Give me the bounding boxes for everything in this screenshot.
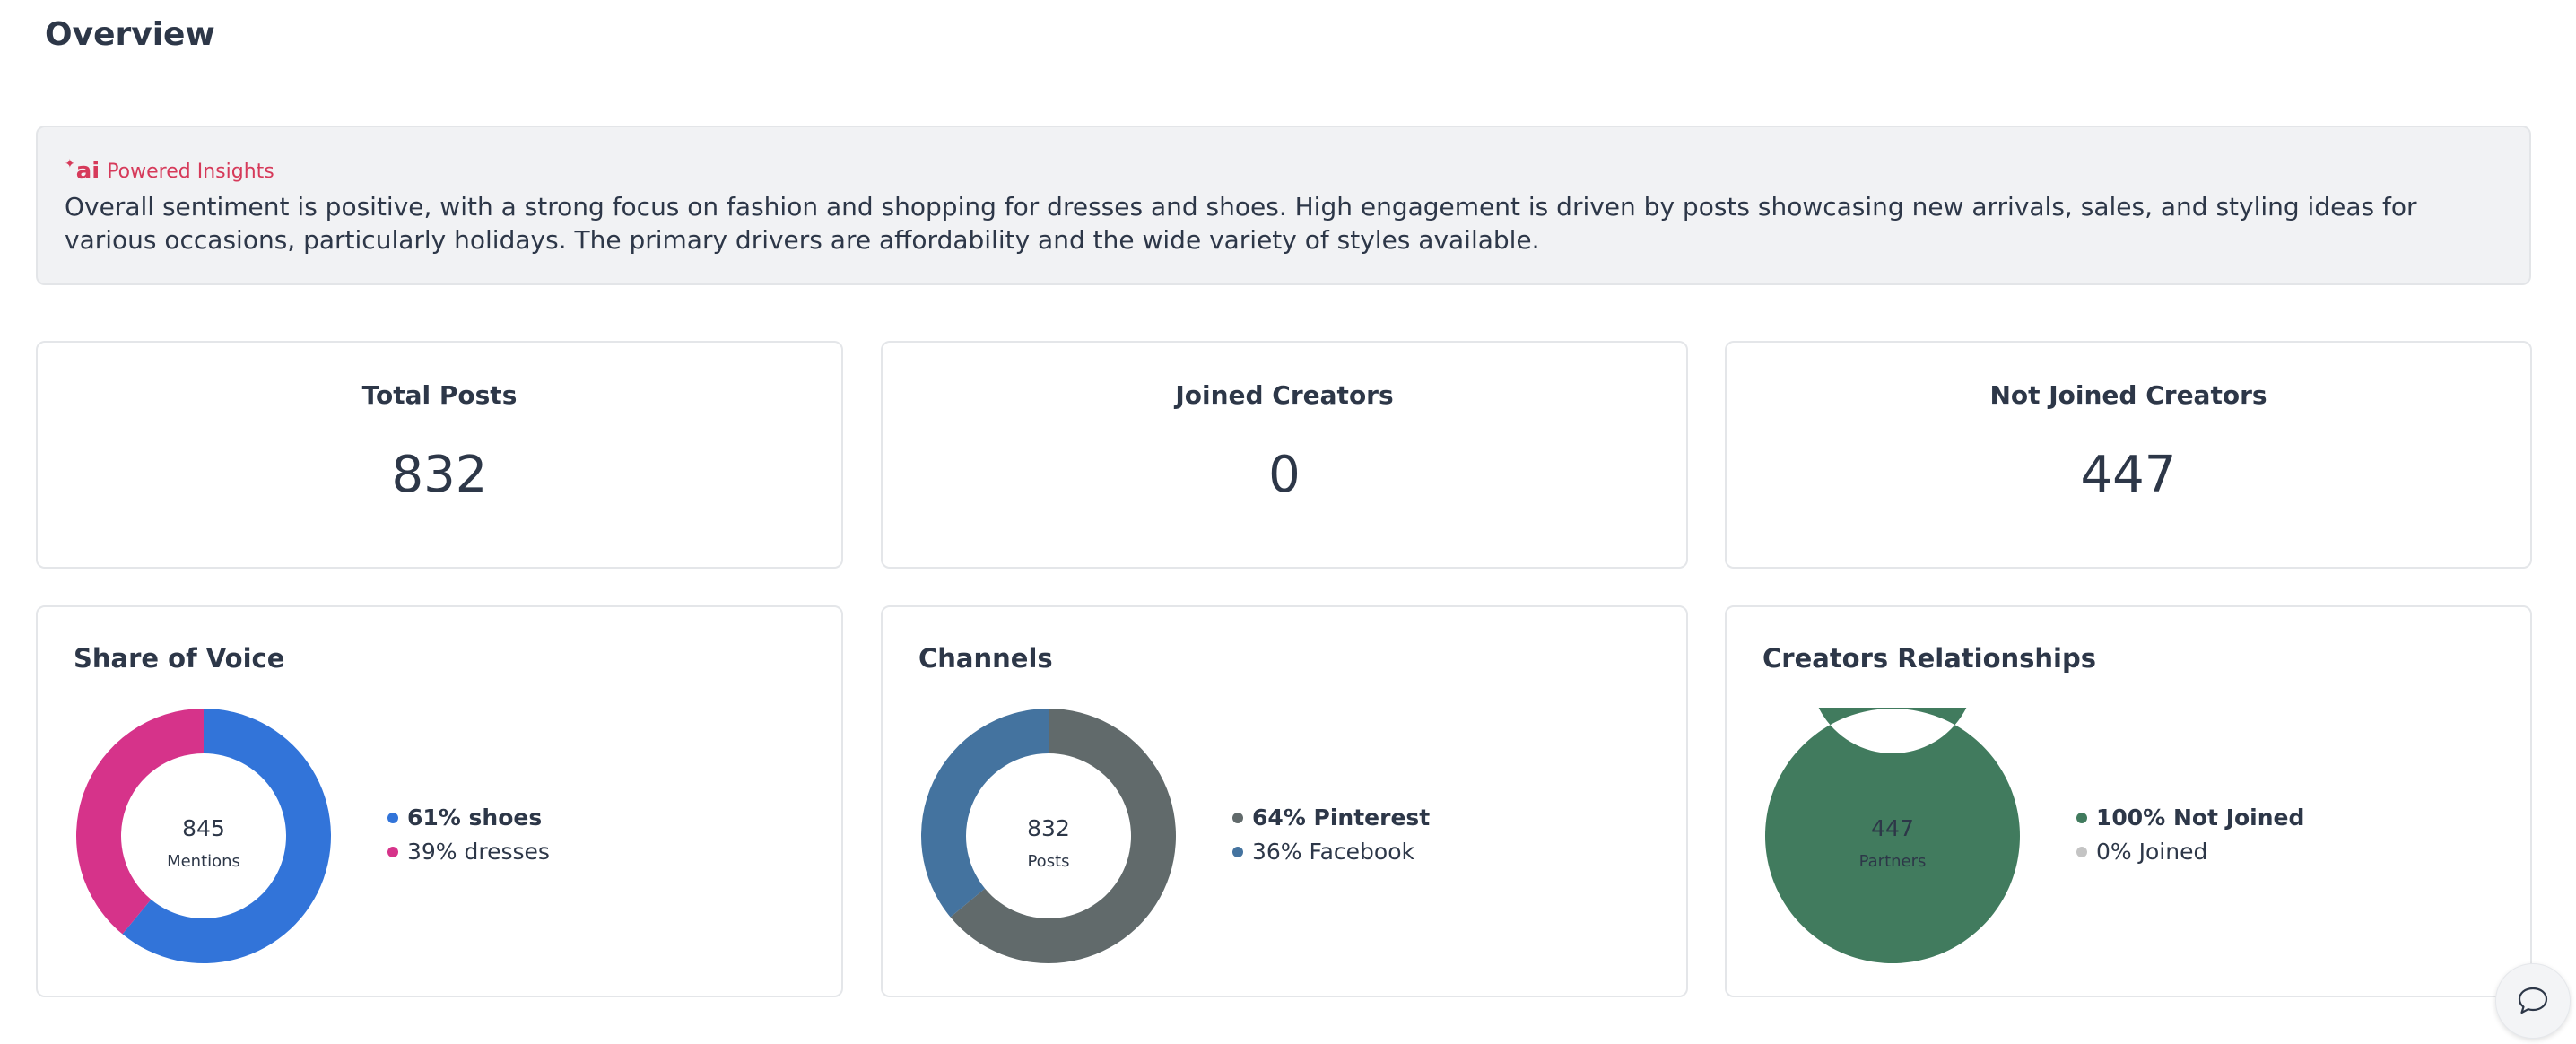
legend-dot (2076, 813, 2087, 823)
donut-slice-36-facebook (921, 709, 1049, 918)
donut-center-label: Partners (1859, 852, 1927, 871)
legend-item: 61% shoes (387, 801, 550, 835)
insights-header: ✦ ai Powered Insights (65, 157, 2502, 185)
legend-label: 36% Facebook (1252, 839, 1414, 865)
page-title: Overview (45, 16, 215, 53)
stat-value: 832 (391, 446, 488, 504)
legend-item: 36% Facebook (1232, 835, 1430, 869)
legend-item: 100% Not Joined (2076, 801, 2304, 835)
legend-dot (387, 847, 398, 857)
ai-insights-panel: ✦ ai Powered Insights Overall sentiment i… (36, 126, 2531, 285)
chart-title: Creators Relationships (1762, 643, 2097, 674)
creators-relationships-donut: 447 Partners (1765, 708, 2020, 963)
donut-slice-61-shoes (122, 709, 332, 963)
legend-item: 39% dresses (387, 835, 550, 869)
donut-slice-39-dresses (76, 709, 204, 935)
stat-value: 447 (2080, 446, 2177, 504)
legend-item: 64% Pinterest (1232, 801, 1430, 835)
share-of-voice-card: Share of Voice 845 Mentions 61% shoes 39… (36, 605, 843, 997)
ai-icon-text: ai (75, 158, 100, 185)
chart-legend: 64% Pinterest 36% Facebook (1232, 801, 1430, 869)
stat-label: Not Joined Creators (1989, 380, 2267, 410)
legend-item: 0% Joined (2076, 835, 2304, 869)
insights-label: Powered Insights (107, 160, 274, 183)
chart-title: Share of Voice (74, 643, 285, 674)
legend-dot (387, 813, 398, 823)
channels-card: Channels 832 Posts 64% Pinterest 36% Fac… (881, 605, 1688, 997)
chart-legend: 100% Not Joined 0% Joined (2076, 801, 2304, 869)
chart-title: Channels (918, 643, 1053, 674)
donut-center-label: Posts (1027, 852, 1069, 871)
ai-sparkle-icon: ✦ ai (65, 157, 100, 185)
legend-dot (1232, 847, 1243, 857)
legend-label: 100% Not Joined (2096, 805, 2305, 831)
stat-card-total-posts: Total Posts 832 (36, 341, 843, 569)
donut-center-value: 845 (182, 815, 225, 841)
donut-center-value: 832 (1027, 815, 1070, 841)
stat-card-not-joined-creators: Not Joined Creators 447 (1725, 341, 2532, 569)
chat-bubble-icon (2518, 987, 2548, 1014)
legend-label: 39% dresses (407, 839, 550, 865)
donut-slice-64-pinterest (950, 709, 1176, 963)
legend-dot (2076, 847, 2087, 857)
legend-dot (1232, 813, 1243, 823)
legend-label: 0% Joined (2096, 839, 2208, 865)
creators-relationships-card: Creators Relationships 447 Partners 100%… (1725, 605, 2532, 997)
stat-label: Total Posts (361, 380, 518, 410)
insights-text: Overall sentiment is positive, with a st… (65, 192, 2417, 255)
stat-value: 0 (1268, 446, 1301, 504)
stat-label: Joined Creators (1175, 380, 1394, 410)
chat-button[interactable] (2495, 963, 2571, 1039)
share-of-voice-donut: 845 Mentions (76, 709, 332, 963)
donut-center-label: Mentions (167, 852, 240, 871)
donut-center-value: 447 (1871, 815, 1914, 841)
legend-label: 64% Pinterest (1252, 805, 1431, 831)
stat-card-joined-creators: Joined Creators 0 (881, 341, 1688, 569)
channels-donut: 832 Posts (921, 709, 1176, 963)
chart-legend: 61% shoes 39% dresses (387, 801, 550, 869)
legend-label: 61% shoes (407, 805, 543, 831)
donut-slice-100-not-joined (1765, 708, 2020, 963)
